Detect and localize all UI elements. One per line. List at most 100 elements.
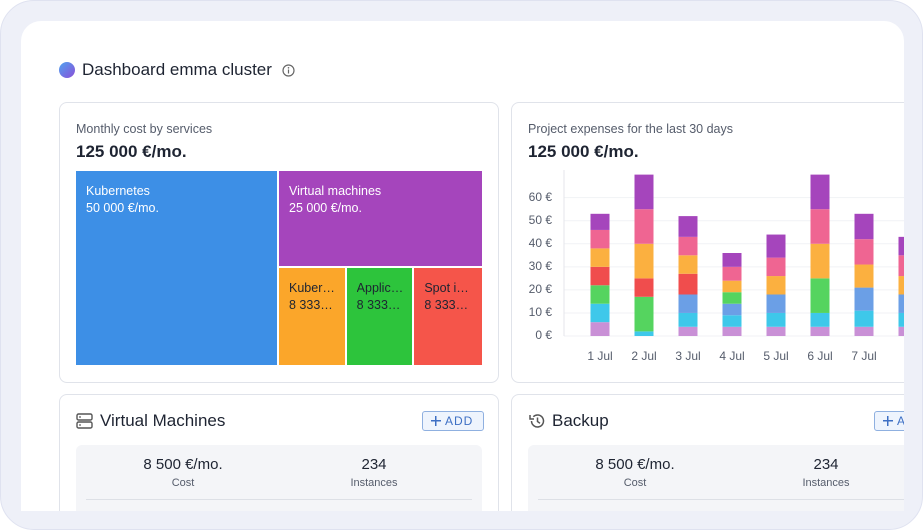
bar-segment (678, 326, 698, 336)
bar-segment (634, 243, 654, 279)
card-total: 125 000 €/mo. (76, 142, 187, 161)
card-title: Virtual Machines (100, 411, 226, 430)
stat-value: 234 (813, 456, 839, 473)
y-tick-label: 60 € (529, 190, 553, 204)
bar-segment (634, 331, 654, 336)
cell-value: 50 000 €/mo. (86, 201, 159, 215)
treemap-cell[interactable]: Kuber… 8 333… (279, 268, 345, 365)
y-tick-label: 50 € (529, 213, 553, 227)
bar-segment (854, 326, 874, 336)
stat-label: Cost (623, 477, 647, 489)
bar-segment (590, 322, 610, 336)
bar-segment (810, 326, 830, 336)
bar-segment (634, 174, 654, 210)
x-tick-label: 6 Jul (807, 349, 832, 363)
stat-label: Instances (350, 477, 398, 489)
bar-segment (722, 266, 742, 281)
bar-segment (722, 303, 742, 316)
card-title: Monthly cost by services (76, 122, 213, 136)
bar-segment (590, 285, 610, 304)
bar-segment (678, 216, 698, 237)
treemap: Kubernetes 50 000 €/mo. Virtual machines 25… (76, 171, 482, 365)
bar-segment (634, 209, 654, 244)
bar-segment (898, 276, 904, 295)
card-total: 125 000 €/mo. (528, 142, 639, 161)
stat-value: 8 500 €/mo. (143, 456, 223, 473)
bar-segment (590, 248, 610, 267)
dashboard-panel: Dashboard emma cluster Monthly cost by s… (21, 21, 904, 511)
expenses-card: Project expenses for the last 30 days 12… (511, 102, 904, 383)
x-tick-label: 4 Jul (719, 349, 744, 363)
bar-segment (590, 303, 610, 323)
bar-segment (898, 312, 904, 327)
treemap-cell[interactable]: Kubernetes 50 000 €/mo. (76, 171, 277, 365)
cell-name: Virtual machines (289, 184, 382, 198)
bar-segment (590, 213, 610, 230)
y-tick-label: 30 € (529, 259, 553, 273)
y-tick-label: 10 € (529, 305, 553, 319)
bar-segment (634, 278, 654, 297)
bar-segment (854, 213, 874, 240)
backup-card: Backup ADD 8 500 €/mo. Cost 234 Instance… (511, 394, 904, 511)
y-tick-label: 0 € (535, 328, 552, 342)
server-icon (76, 413, 93, 429)
bar-segment (722, 326, 742, 336)
bar-segment (898, 236, 904, 256)
x-tick-label: 1 Jul (587, 349, 612, 363)
bar-segment (854, 287, 874, 311)
cell-value: 8 333… (356, 298, 401, 312)
bar-segment (810, 312, 830, 327)
bar-segment (634, 296, 654, 332)
bar-segment (722, 315, 742, 327)
bar-chart: 0 € 10 € 20 € 30 € 40 € 50 € 60 € 1 Jul 2 Jul 3 J… (529, 170, 904, 363)
bar-segment (766, 276, 786, 295)
add-button[interactable]: ADD (874, 411, 904, 431)
bar-segment (590, 266, 610, 286)
bar-segment (766, 312, 786, 327)
cell-value: 25 000 €/mo. (289, 201, 362, 215)
vm-card: Virtual Machines ADD 8 500 €/mo. Cost 23… (59, 394, 499, 511)
x-tick-label: 5 Jul (763, 349, 788, 363)
bar-segment (722, 292, 742, 304)
logo (59, 62, 75, 78)
stat-value: 8 500 €/mo. (595, 456, 675, 473)
bar-segment (678, 236, 698, 256)
stats-box: 8 500 €/mo. Cost 234 Instances (76, 445, 482, 511)
add-button[interactable]: ADD (422, 411, 484, 431)
cell-name: Kubernetes (86, 184, 150, 198)
bar-segment (590, 229, 610, 249)
bar-segment (854, 310, 874, 327)
cost-card: Monthly cost by services 125 000 €/mo. K… (59, 102, 499, 383)
stat-label: Instances (802, 477, 850, 489)
stat-label: Cost (171, 477, 195, 489)
treemap-cell[interactable]: Virtual machines 25 000 €/mo. (279, 171, 482, 266)
x-tick-label: 3 Jul (675, 349, 700, 363)
treemap-cell[interactable]: Spot i… 8 333… (414, 268, 482, 365)
bar-segment (678, 294, 698, 313)
bar-segment (766, 294, 786, 313)
bar-segment (898, 294, 904, 313)
cell-name: Spot i… (424, 281, 469, 295)
info-icon[interactable] (282, 64, 295, 77)
bar-segment (766, 234, 786, 258)
bar-segment (810, 209, 830, 244)
bar-segment (678, 255, 698, 274)
treemap-cell[interactable]: Applic… 8 333… (346, 268, 413, 365)
bar-segment (722, 280, 742, 293)
bar-segment (898, 255, 904, 277)
bar-segment (854, 239, 874, 265)
x-tick-label: 7 Jul (851, 349, 876, 363)
stat-value: 234 (361, 456, 387, 473)
card-title: Backup (552, 411, 609, 430)
bar-segment (810, 243, 830, 279)
bar-segment (766, 326, 786, 336)
stats-box: 8 500 €/mo. Cost 234 Instances (528, 445, 904, 511)
bar-segment (854, 264, 874, 288)
cell-name: Applic… (356, 281, 404, 295)
bar-segment (810, 174, 830, 210)
card-title: Project expenses for the last 30 days (528, 122, 733, 136)
bar-segment (766, 257, 786, 277)
divider (86, 499, 472, 500)
bar-segment (678, 312, 698, 327)
